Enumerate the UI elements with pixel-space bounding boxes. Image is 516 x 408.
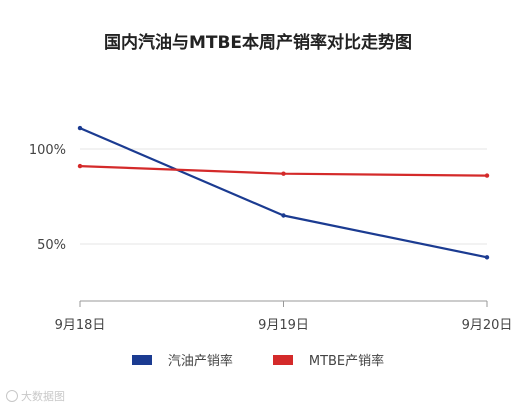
data-point-s1-0 (77, 163, 83, 169)
watermark-text: 大数据图 (21, 390, 65, 403)
label-layer: 100% 50% 9月18日 9月19日 9月20日 (29, 143, 513, 333)
legend-label-gasoline: 汽油产销率 (167, 354, 233, 369)
watermark: 大数据图 (6, 388, 65, 404)
y-tick-label: 50% (37, 238, 66, 253)
data-point-s0-2 (484, 255, 490, 260)
watermark-logo-icon (6, 390, 18, 402)
chart-title: 国内汽油与MTBE本周产销率对比走势图 (103, 33, 413, 53)
axis-layer (79, 300, 488, 307)
data-point-s0-1 (281, 213, 286, 218)
legend-swatch-gasoline (131, 354, 152, 365)
x-tick-label: 9月20日 (462, 318, 513, 333)
chart-legend: 汽油产销率 MTBE产销率 (0, 350, 516, 369)
series-layer (77, 125, 490, 260)
legend-item-gasoline[interactable]: 汽油产销率 (131, 350, 233, 369)
data-point-s1-1 (281, 171, 286, 176)
legend-item-mtbe[interactable]: MTBE产销率 (272, 350, 385, 369)
legend-label-mtbe: MTBE产销率 (308, 354, 385, 369)
x-tick-label: 9月18日 (55, 318, 106, 333)
data-point-s0-0 (77, 125, 83, 131)
y-tick-label: 100% (29, 143, 66, 158)
x-tick-label: 9月19日 (258, 318, 309, 333)
legend-swatch-mtbe (272, 354, 293, 365)
data-point-s1-2 (484, 173, 490, 178)
series-line-0 (79, 127, 488, 259)
grid-layer (80, 148, 487, 245)
